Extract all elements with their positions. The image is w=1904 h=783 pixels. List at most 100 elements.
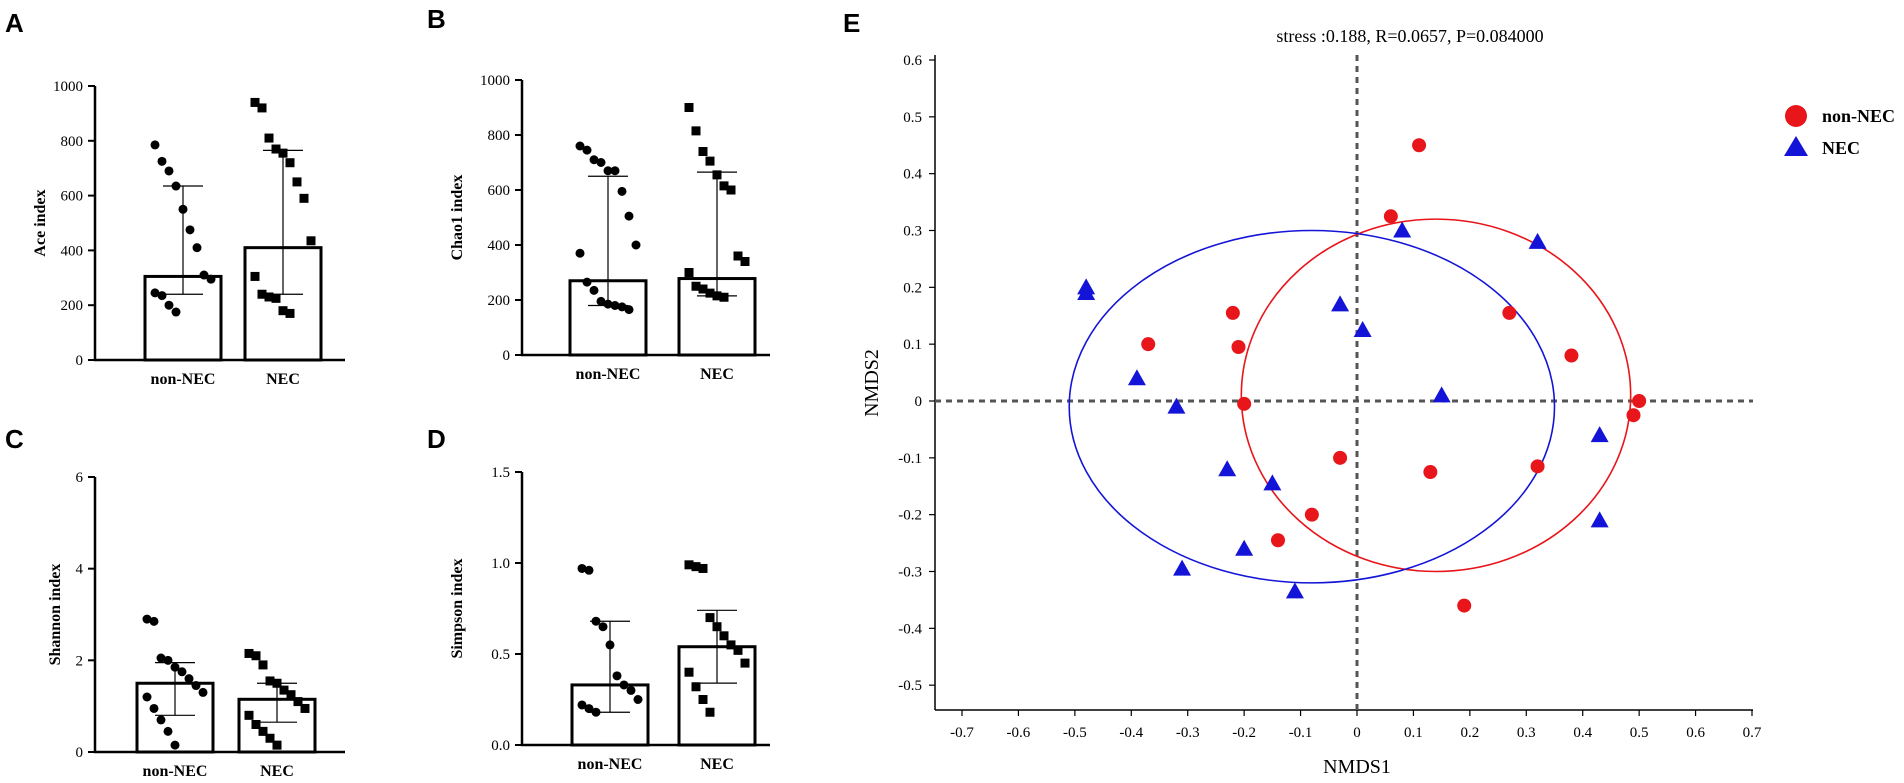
data-point <box>206 274 216 284</box>
data-point <box>250 271 260 281</box>
data-point <box>619 680 629 690</box>
data-point <box>244 648 254 658</box>
data-point <box>584 565 594 575</box>
panel-b-chao1-bar-chart: Chao1 index 0 200 400 600 800 1000 non-NEC NEC <box>449 73 770 383</box>
data-point <box>299 193 309 203</box>
y-tick-label: 0.5 <box>491 647 510 663</box>
y-tick-label: 4 <box>76 562 84 578</box>
data-point <box>610 166 620 176</box>
y-tick-label: 200 <box>61 298 84 314</box>
y-tick-label: 1.5 <box>491 465 510 481</box>
data-point <box>691 126 701 136</box>
data-point <box>163 655 173 665</box>
data-point <box>582 277 592 287</box>
data-point <box>278 306 288 316</box>
plot-title: stress :0.188, R=0.0657, P=0.084000 <box>1276 26 1543 46</box>
y-axis-label: Chao1 index <box>449 175 466 261</box>
scatter-point-nec <box>1353 320 1372 337</box>
data-point <box>726 185 736 195</box>
data-point <box>258 726 268 736</box>
data-point <box>617 302 627 312</box>
data-point <box>199 270 209 280</box>
data-point <box>244 710 254 720</box>
data-point <box>171 307 181 317</box>
scatter-point-non-nec <box>1502 305 1517 320</box>
x-tick-label: -0.6 <box>1007 725 1031 741</box>
data-point <box>149 616 159 626</box>
scatter-point-non-nec <box>1237 396 1252 411</box>
data-point <box>698 147 708 156</box>
data-point <box>177 667 187 677</box>
data-point <box>257 289 267 299</box>
data-point <box>612 671 622 681</box>
x-tick-label: -0.1 <box>1289 725 1313 741</box>
data-point <box>582 145 592 155</box>
data-point <box>705 156 715 166</box>
data-point <box>185 225 195 235</box>
data-point <box>577 563 587 573</box>
y-tick-label: 0 <box>503 348 511 364</box>
data-point <box>691 562 701 572</box>
data-point <box>184 674 194 684</box>
data-point <box>149 703 159 713</box>
data-point <box>279 685 289 695</box>
confidence-ellipse-non-nec <box>1240 218 1632 573</box>
data-point <box>575 248 585 258</box>
y-tick-label: 0.1 <box>903 337 922 353</box>
x-tick-label: 0.6 <box>1686 725 1705 741</box>
x-tick-label: 0.1 <box>1404 725 1423 741</box>
data-point <box>142 692 152 702</box>
panel-label-e: E <box>843 8 860 38</box>
data-point <box>285 308 295 318</box>
y-tick-label: 800 <box>61 134 84 150</box>
scatter-point-non-nec <box>1564 348 1579 363</box>
panel-c-shannon-bar-chart: Shannon index 0 2 4 6 non-NEC NEC <box>47 470 345 780</box>
data-point <box>251 720 261 729</box>
scatter-point-nec <box>1285 582 1304 599</box>
data-point <box>157 156 167 166</box>
data-point <box>271 144 281 154</box>
x-category-label: NEC <box>266 371 300 388</box>
data-point <box>264 292 274 302</box>
data-point <box>740 658 750 668</box>
y-tick-label: -0.4 <box>898 621 922 637</box>
data-point <box>684 560 694 570</box>
data-point <box>712 170 722 180</box>
panel-e-nmds-scatter: stress :0.188, R=0.0657, P=0.084000 -0.5 -… <box>861 26 1895 778</box>
data-point <box>157 291 167 301</box>
y-tick-label: -0.3 <box>898 565 922 581</box>
x-tick-label: -0.5 <box>1063 725 1087 741</box>
bar-non-nec <box>570 683 650 747</box>
data-point <box>598 622 608 632</box>
data-point <box>272 678 282 688</box>
x-axis-label: NMDS1 <box>1323 756 1391 778</box>
y-tick-label: 0.2 <box>903 280 922 296</box>
scatter-point-non-nec <box>1457 598 1472 613</box>
data-point <box>591 707 601 717</box>
scatter-point-nec <box>1167 397 1186 414</box>
data-point <box>198 687 208 697</box>
y-tick-label: 0.6 <box>903 53 922 69</box>
data-point <box>285 158 295 168</box>
y-axis-label: Shannon index <box>47 564 64 666</box>
panel-a-ace-bar-chart: Ace index 0 200 400 600 800 1000 non-NEC NEC <box>32 79 345 388</box>
x-category-label: non-NEC <box>151 371 216 388</box>
legend-marker-non-nec <box>1785 105 1807 127</box>
data-point <box>293 697 303 707</box>
scatter-point-non-nec <box>1231 340 1246 355</box>
data-point <box>684 667 694 677</box>
scatter-point-non-nec <box>1626 408 1641 423</box>
data-point <box>698 695 708 704</box>
scatter-point-nec <box>1528 232 1547 249</box>
scatter-point-non-nec <box>1423 465 1438 480</box>
y-tick-label: 400 <box>61 243 84 259</box>
panel-label-d: D <box>427 424 446 454</box>
data-point <box>705 613 715 623</box>
y-tick-label: -0.5 <box>898 678 922 694</box>
y-axis-label: Ace index <box>32 189 49 256</box>
x-tick-label: 0.5 <box>1630 725 1649 741</box>
scatter-point-nec <box>1127 369 1146 386</box>
x-tick-label: -0.7 <box>950 725 974 741</box>
y-tick-label: 0 <box>915 394 923 410</box>
data-point <box>265 676 275 686</box>
